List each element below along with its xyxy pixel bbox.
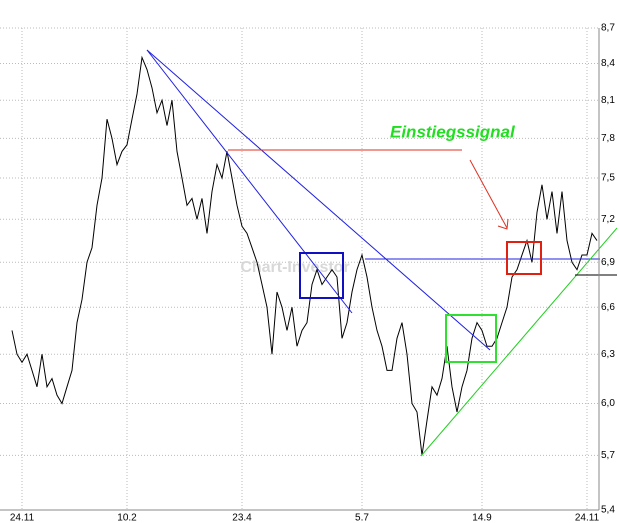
x-tick-label: 24.11	[10, 513, 35, 523]
annotation: Einstiegssignal	[390, 122, 516, 141]
plot	[11, 55, 598, 456]
arrow	[469, 159, 508, 229]
x-tick-label: 23.4	[232, 513, 252, 523]
arrow-head	[497, 218, 509, 230]
y-tick-label: 6,6	[601, 302, 615, 313]
y-tick-label: 6,0	[601, 398, 615, 409]
y-tick-label: 8,4	[601, 58, 615, 69]
y-tick-label: 7,8	[601, 133, 615, 144]
trend-line	[146, 49, 491, 351]
x-tick-label: 24.11	[575, 513, 600, 523]
highlight-box	[299, 252, 344, 299]
trend-line	[146, 49, 353, 314]
y-tick-label: 8,1	[601, 95, 615, 106]
y-tick-label: 8,7	[601, 23, 615, 34]
price-line	[11, 55, 598, 456]
support-line	[420, 227, 618, 457]
y-tick-label: 6,3	[601, 349, 615, 360]
x-tick-label: 14.9	[472, 513, 492, 523]
y-tick-label: 7,5	[601, 173, 615, 184]
highlight-box	[506, 241, 542, 275]
y-tick-label: 6,9	[601, 257, 615, 268]
y-tick-label: 7,2	[601, 214, 615, 225]
annotations	[146, 49, 618, 457]
x-tick-label: 10.2	[117, 513, 137, 523]
y-tick-label: 5,7	[601, 450, 615, 461]
x-tick-label: 5.7	[355, 513, 369, 523]
y-tick-label: 5,4	[601, 505, 615, 516]
highlight-box	[445, 314, 497, 363]
watermark: Chart-Investor	[240, 259, 349, 276]
